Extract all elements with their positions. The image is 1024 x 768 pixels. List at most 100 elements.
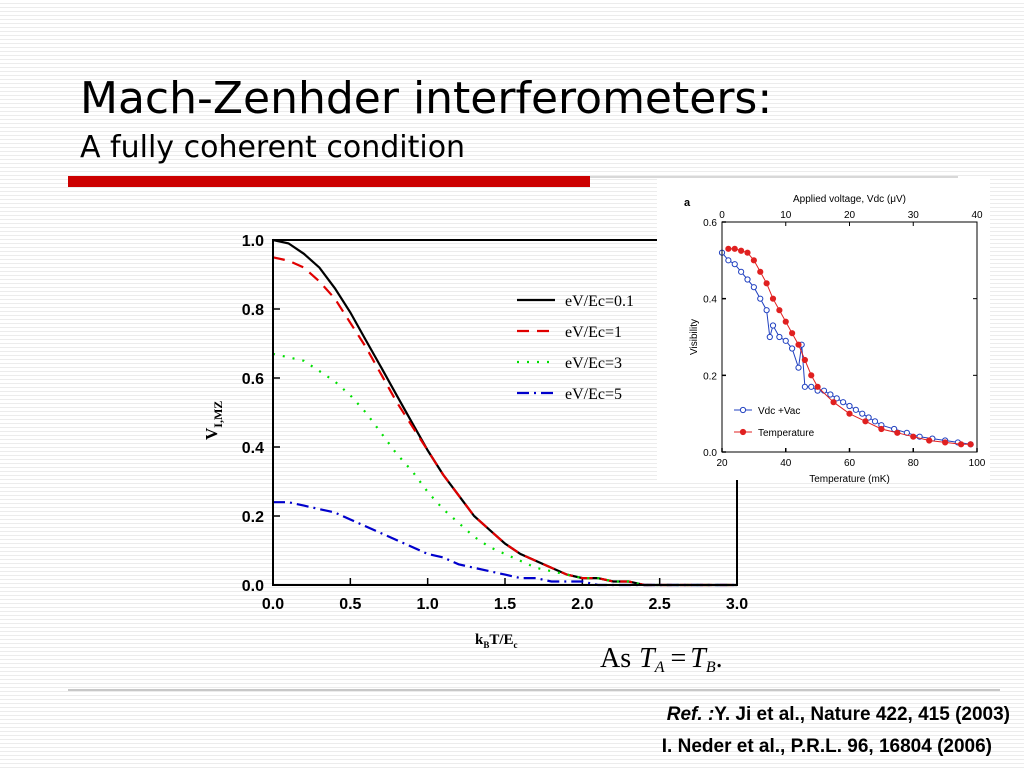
data-point bbox=[846, 402, 853, 410]
slide-subtitle: A fully coherent condition bbox=[80, 130, 465, 165]
data-point bbox=[769, 322, 777, 329]
series-line bbox=[273, 501, 737, 587]
data-point bbox=[910, 433, 917, 440]
formula-prefix: As bbox=[600, 643, 631, 674]
data-point bbox=[967, 441, 974, 448]
x2-tick-label: 20 bbox=[844, 210, 856, 221]
y-tick-label: 0.0 bbox=[242, 578, 264, 595]
data-point bbox=[871, 418, 879, 425]
data-point bbox=[859, 410, 866, 417]
inset-background bbox=[657, 178, 990, 480]
data-point bbox=[769, 295, 777, 302]
legend-label: Temperature bbox=[758, 428, 815, 439]
data-point bbox=[738, 268, 745, 275]
x2-tick-label: 40 bbox=[971, 210, 983, 221]
y-tick-label: 0.6 bbox=[242, 371, 264, 388]
reference: Ref. :Y. Ji et al., Nature 422, 415 (200… bbox=[667, 704, 1010, 725]
data-point bbox=[750, 284, 757, 291]
data-point bbox=[731, 245, 738, 252]
data-point bbox=[808, 383, 815, 390]
y-tick-label: 0.6 bbox=[703, 218, 717, 229]
data-point bbox=[782, 337, 789, 344]
x-tick-label: 3.0 bbox=[726, 596, 748, 613]
data-point bbox=[840, 399, 847, 406]
y-tick-label: 0.8 bbox=[242, 302, 264, 319]
y-tick-label: 1.0 bbox=[242, 233, 264, 250]
x-tick-label: 100 bbox=[969, 458, 986, 469]
x-tick-label: 0.5 bbox=[339, 596, 361, 613]
x-axis-label-part: T/E bbox=[489, 632, 513, 648]
legend-label: eV/Ec=3 bbox=[565, 355, 622, 372]
reference: I. Neder et al., P.R.L. 96, 16804 (2006) bbox=[662, 736, 992, 757]
data-point bbox=[776, 307, 783, 314]
panel-label: a bbox=[684, 197, 691, 209]
formula-lhs-sub: A bbox=[654, 659, 665, 676]
data-point bbox=[725, 257, 732, 264]
data-point bbox=[782, 318, 789, 325]
data-point bbox=[801, 356, 808, 364]
x2-axis-label: Applied voltage, Vdc (μV) bbox=[793, 194, 906, 205]
legend-label: eV/Ec=1 bbox=[565, 324, 622, 341]
slide-title: Mach-Zenhder interferometers: bbox=[80, 73, 772, 124]
data-point bbox=[766, 333, 773, 341]
data-point bbox=[789, 345, 796, 352]
formula-eq: = bbox=[670, 643, 686, 674]
legend-label: Vdc +Vac bbox=[758, 406, 800, 417]
formula-end: . bbox=[716, 643, 723, 674]
legend-label: eV/Ec=5 bbox=[565, 386, 622, 403]
y-axis-label: VI,MZ bbox=[202, 401, 225, 440]
legend-marker bbox=[739, 406, 747, 414]
data-point bbox=[725, 245, 732, 252]
data-point bbox=[846, 410, 853, 417]
data-point bbox=[795, 364, 802, 371]
data-point bbox=[894, 429, 901, 436]
data-point bbox=[942, 439, 949, 446]
y-axis-label-part: I,MZ bbox=[211, 401, 225, 428]
data-point bbox=[744, 276, 751, 283]
x2-tick-label: 30 bbox=[908, 210, 920, 221]
x-tick-label: 2.0 bbox=[571, 596, 593, 613]
data-point bbox=[744, 249, 751, 256]
y-axis-label: Visibility bbox=[689, 319, 700, 355]
legend-marker bbox=[739, 428, 747, 436]
data-point bbox=[763, 307, 770, 314]
x-tick-label: 40 bbox=[780, 458, 792, 469]
x2-tick-label: 10 bbox=[780, 210, 792, 221]
x-axis-label: kBT/Ec bbox=[475, 632, 518, 650]
data-point bbox=[801, 383, 808, 390]
x-tick-label: 1.0 bbox=[417, 596, 439, 613]
data-point bbox=[830, 399, 837, 406]
plot-frame bbox=[721, 221, 978, 453]
x-axis-label-part: k bbox=[475, 632, 484, 648]
title-bar bbox=[68, 176, 590, 187]
y-axis-label-part: V bbox=[202, 427, 221, 440]
formula: As TA = TB. bbox=[600, 643, 723, 676]
formula-rhs: T bbox=[690, 643, 708, 674]
data-point bbox=[789, 330, 796, 337]
x-tick-label: 60 bbox=[844, 458, 856, 469]
x-tick-label: 1.5 bbox=[494, 596, 516, 613]
data-point bbox=[852, 406, 859, 413]
x-tick-label: 0.0 bbox=[262, 596, 284, 613]
formula-rhs-sub: B bbox=[706, 659, 716, 676]
y-tick-label: 0.0 bbox=[703, 448, 717, 459]
x-axis-label-part: c bbox=[514, 640, 518, 650]
x2-tick-label: 0 bbox=[719, 210, 725, 221]
series-line bbox=[272, 256, 737, 587]
data-point bbox=[814, 383, 821, 390]
data-point bbox=[738, 247, 745, 254]
reference-text: Y. Ji et al., Nature 422, 415 (2003) bbox=[714, 704, 1010, 725]
x-tick-label: 80 bbox=[908, 458, 920, 469]
x-tick-label: 2.5 bbox=[649, 596, 671, 613]
data-point bbox=[757, 295, 764, 302]
y-tick-label: 0.4 bbox=[703, 295, 717, 306]
formula-lhs: T bbox=[639, 643, 657, 674]
y-tick-label: 0.2 bbox=[242, 509, 264, 526]
x-axis-label-part: B bbox=[483, 640, 489, 650]
data-point bbox=[757, 268, 764, 275]
data-point bbox=[808, 372, 815, 379]
x-axis-label: Temperature (mK) bbox=[809, 474, 890, 485]
reference-lead: Ref. : bbox=[667, 704, 715, 725]
